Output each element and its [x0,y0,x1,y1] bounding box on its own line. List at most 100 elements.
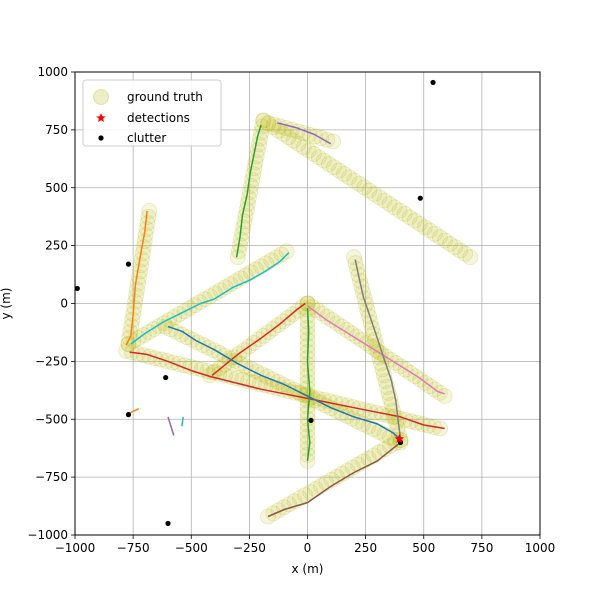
ground-truth-point [260,508,276,525]
x-tick-label: −250 [233,541,266,555]
ground-truth-point [255,112,272,129]
ground-truth-point [260,115,276,131]
ground-truth-point [436,388,453,405]
clutter-point [125,412,132,418]
track-line [277,122,332,145]
ground-truth-point [254,118,271,135]
ground-truth-point [351,176,368,192]
ground-truth-point [382,390,398,407]
track-line [167,325,402,441]
ground-truth-point [128,287,144,304]
ground-truth-point [380,384,397,401]
ground-truth-point [131,263,148,280]
ground-truth-point [326,159,342,176]
clutter-point [125,261,132,267]
ground-truth-point [310,149,327,166]
ground-truth-point [328,315,345,332]
y-tick-label: 750 [45,123,68,137]
y-tick-label: −250 [35,354,68,368]
ground-truth-point [206,363,223,380]
ground-truth-point [377,373,394,389]
clutter-point [417,195,423,201]
ground-truth-point [140,209,157,225]
ground-truth-point [442,235,458,252]
x-axis-label: x (m) [292,562,324,576]
ground-truth-point [416,219,433,236]
ground-truth-point [381,195,398,212]
ground-truth-point [381,438,398,455]
legend-clutter-label: clutter [127,131,166,145]
track-line [130,252,290,345]
legend-ground-truth-label: ground truth [127,90,203,104]
y-tick-label: −750 [35,470,68,484]
ground-truth-point [338,322,355,338]
ground-truth-point [365,421,382,438]
ground-truth-point [437,232,453,249]
tracks-layer [125,122,445,518]
ground-truth-point [401,209,418,226]
track-line [235,124,262,258]
ground-truth-point [163,321,179,338]
ground-truth-point [371,189,388,206]
ground-truth-point [299,374,316,391]
ground-truth-point [295,139,312,156]
ground-truth-point [432,229,448,246]
ground-truth-point [122,324,139,340]
legend-detections-marker [96,113,106,123]
ground-truth-point [411,215,428,232]
track-line [129,351,445,430]
markers-layer [74,79,436,527]
ground-truth-point [222,276,239,293]
ground-truth-point [147,350,164,367]
detection-point [394,433,405,443]
ground-truth-point [129,281,145,298]
ground-truth-point [331,162,347,179]
ground-truth-point [271,118,288,135]
y-tick-label: 250 [45,239,68,253]
ground-truth-point [299,453,316,469]
ground-truth-point [200,339,217,356]
ground-truth-point [391,202,408,219]
y-tick-label: −1000 [27,528,68,542]
clutter-point [308,417,314,424]
ground-truth-point [315,152,332,169]
ground-truth-point [141,202,158,219]
ground-truth-point [362,314,379,330]
ground-truth-point [361,308,377,325]
ground-truth-point [346,172,363,189]
ground-truth-point [130,275,146,292]
ground-truth-point [260,116,277,132]
clutter-point [74,285,80,292]
track-line [211,302,306,376]
y-tick-label: −500 [35,412,68,426]
ground-truth-point [305,146,322,162]
track-line [181,416,184,427]
ground-truth-point [281,496,298,513]
y-tick-label: 500 [45,181,68,195]
clutter-point [430,79,436,86]
ground-truth-point [447,239,464,256]
ground-truth-point [131,269,147,286]
ground-truth-point [273,246,290,263]
track-line [167,416,175,436]
ground-truth-point [386,199,403,216]
ground-truth-point [379,379,395,395]
ground-truth-point [237,267,254,284]
ground-truth-point [314,305,331,322]
track-line [354,259,402,438]
legend: ground truth detections clutter [82,79,222,147]
ground-truth-point [285,132,302,149]
ground-truth-point [388,414,404,431]
ground-truth-point [396,205,413,222]
legend-box [82,79,222,147]
ground-truth-point [139,215,156,231]
ground-truth-point [259,368,275,385]
ground-truth-point [302,484,319,500]
ground-truth-point [205,342,222,359]
ground-truth-point [141,348,158,365]
ground-truth-point [421,222,438,239]
ground-truth-point [328,402,345,419]
clutter-point [163,374,169,381]
ground-truth-point [299,325,316,342]
